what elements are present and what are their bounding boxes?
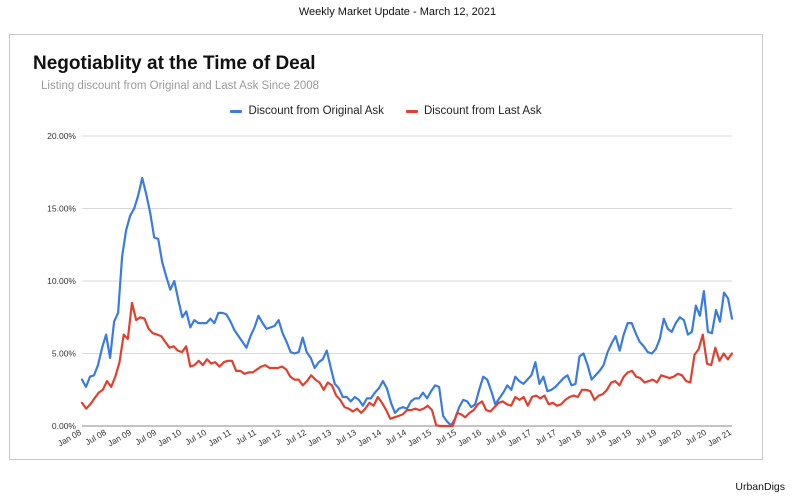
legend-item-last: Discount from Last Ask <box>405 105 542 117</box>
y-tick-label: 5.00% <box>52 349 77 359</box>
x-tick-label: Jul 13 <box>333 427 358 447</box>
x-tick-label: Jan 10 <box>156 427 183 449</box>
legend-label-last: Discount from Last Ask <box>423 105 542 117</box>
x-tick-label: Jul 12 <box>283 427 308 447</box>
x-tick-label: Jul 18 <box>583 427 608 447</box>
x-tick-label: Jan 14 <box>356 427 383 449</box>
series-line-last <box>80 301 734 428</box>
x-tick-label: Jan 13 <box>306 427 333 449</box>
chart-title: Negotiablity at the Time of Deal <box>33 53 316 74</box>
x-tick-label: Jul 20 <box>683 427 708 447</box>
legend-label-original: Discount from Original Ask <box>248 105 384 117</box>
x-tick-label: Jul 17 <box>533 427 558 447</box>
legend-swatch-last <box>405 109 418 113</box>
y-tick-label: 0.00% <box>52 421 77 431</box>
x-tick-label: Jan 15 <box>406 427 433 449</box>
legend-swatch-original <box>230 109 243 113</box>
x-tick-label: Jan 09 <box>106 427 133 449</box>
x-tick-label: Jul 10 <box>183 427 208 447</box>
x-tick-label: Jan 18 <box>556 427 583 449</box>
x-tick-label: Jan 17 <box>506 427 533 449</box>
y-tick-label: 15.00% <box>47 204 76 214</box>
x-tick-label: Jan 19 <box>606 427 633 449</box>
x-tick-label: Jul 14 <box>383 427 408 447</box>
x-tick-label: Jul 19 <box>633 427 658 447</box>
y-tick-label: 10.00% <box>47 276 76 286</box>
x-tick-label: Jan 21 <box>706 427 733 449</box>
x-tick-label: Jan 16 <box>456 427 483 449</box>
x-tick-label: Jul 16 <box>483 427 508 447</box>
chart-legend: Discount from Original Ask Discount from… <box>10 105 762 117</box>
x-tick-label: Jul 09 <box>133 427 158 447</box>
chart-card: Negotiablity at the Time of Deal Listing… <box>9 34 763 460</box>
x-tick-label: Jan 12 <box>256 427 283 449</box>
x-tick-label: Jul 08 <box>83 427 108 447</box>
brand-label: UrbanDigs <box>735 481 785 493</box>
y-tick-label: 20.00% <box>47 131 76 141</box>
series-line-original <box>80 176 734 427</box>
legend-item-original: Discount from Original Ask <box>230 105 384 117</box>
chart-subtitle: Listing discount from Original and Last … <box>41 80 320 92</box>
x-tick-label: Jul 15 <box>433 427 458 447</box>
x-tick-label: Jan 11 <box>206 427 233 448</box>
report-header: Weekly Market Update - March 12, 2021 <box>298 6 497 18</box>
x-tick-label: Jul 11 <box>234 427 258 447</box>
line-chart-plot: 0.00%5.00%10.00%15.00%20.00%Jan 08 Jul 08… <box>47 131 734 449</box>
x-tick-label: Jan 20 <box>656 427 683 449</box>
